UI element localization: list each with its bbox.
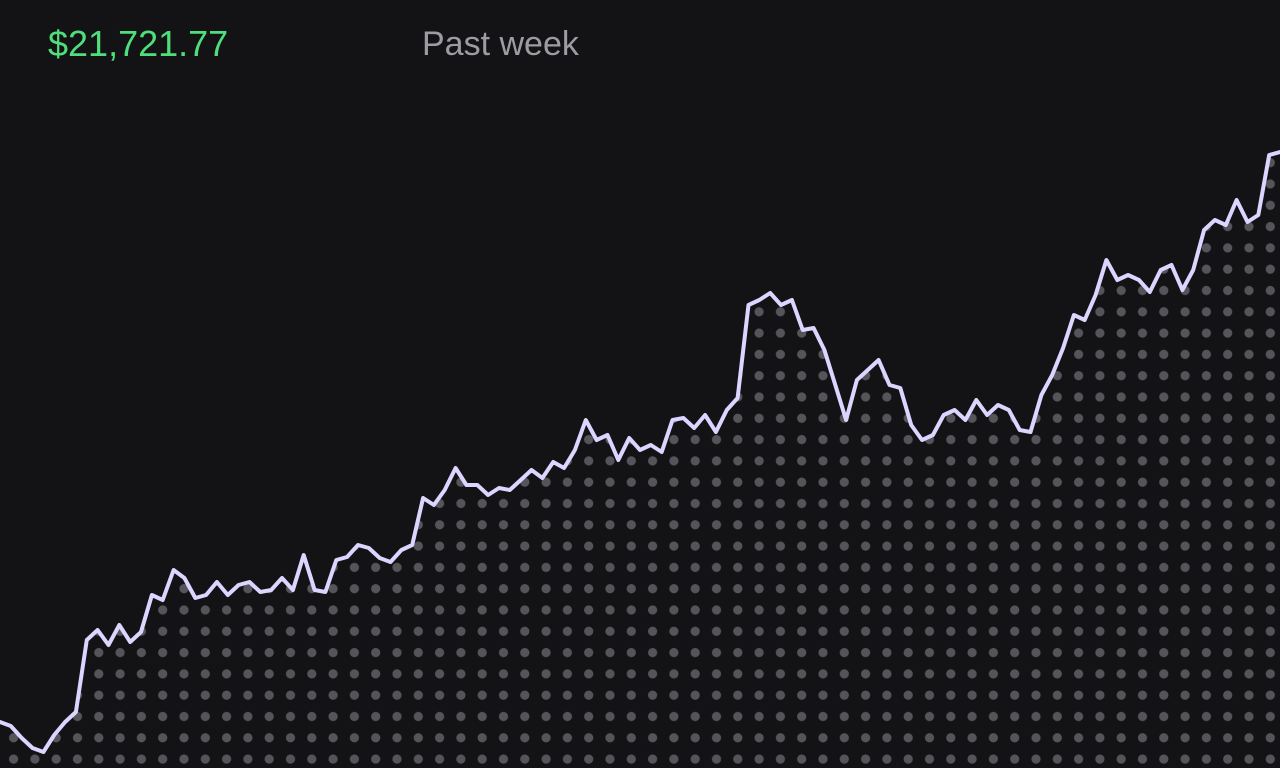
area-fill xyxy=(0,152,1280,768)
price-line xyxy=(0,150,1280,754)
price: $21,721.77 xyxy=(48,23,228,64)
chart xyxy=(0,150,1280,768)
period-selector[interactable]: Past week xyxy=(422,25,580,63)
